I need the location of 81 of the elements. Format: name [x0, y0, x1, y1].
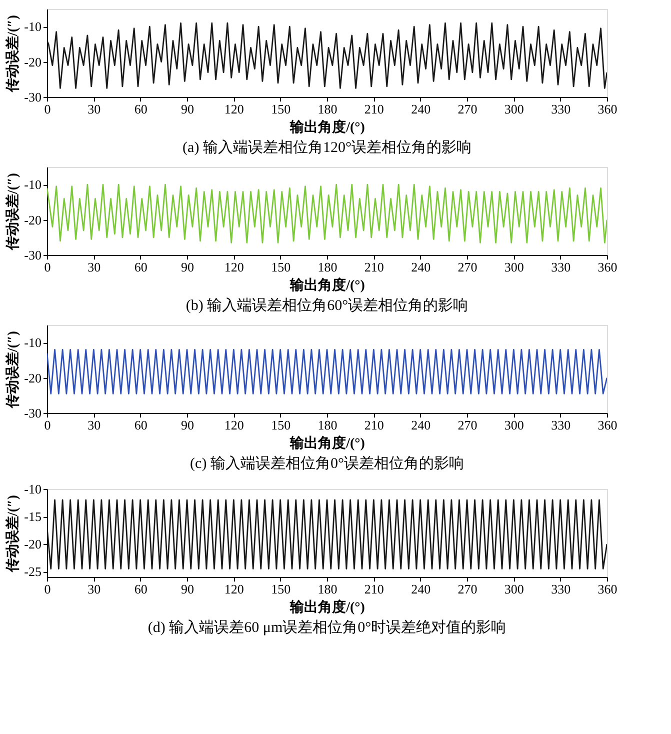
x-tick-label: 330 — [551, 418, 571, 432]
x-tick-label: 270 — [458, 418, 478, 432]
x-tick-label: 210 — [364, 102, 384, 116]
x-tick-label: 90 — [181, 102, 194, 116]
x-tick-label: 330 — [551, 582, 571, 596]
x-tick-label: 240 — [411, 260, 431, 274]
x-tick-label: 60 — [134, 418, 148, 432]
x-tick-label: 120 — [224, 418, 244, 432]
x-tick-label: 360 — [598, 260, 618, 274]
x-tick-label: 300 — [504, 260, 524, 274]
x-tick-label: 30 — [88, 102, 101, 116]
x-tick-label: 330 — [551, 102, 571, 116]
line-series — [47, 22, 607, 89]
y-tick-label: -20 — [24, 212, 42, 228]
line-series — [47, 348, 607, 394]
x-tick-label: 60 — [134, 260, 148, 274]
x-tick-label: 300 — [504, 418, 524, 432]
x-tick-label: 210 — [364, 582, 384, 596]
x-tick-label: 240 — [411, 582, 431, 596]
x-tick-label: 180 — [318, 260, 338, 274]
x-tick-label: 330 — [551, 260, 571, 274]
x-tick-label: 30 — [88, 260, 101, 274]
y-tick-label: -20 — [24, 54, 42, 70]
y-tick-label: -20 — [24, 536, 42, 552]
x-tick-label: 240 — [411, 418, 431, 432]
y-tick-label: -30 — [24, 406, 42, 420]
x-tick-label: 90 — [181, 418, 194, 432]
x-tick-label: 300 — [504, 582, 524, 596]
x-tick-label: 300 — [504, 102, 524, 116]
x-tick-label: 30 — [88, 418, 101, 432]
x-tick-label: 90 — [181, 582, 194, 596]
x-tick-label: 180 — [318, 582, 338, 596]
text: (b) 输入端误差相位角60°误差相位角的影响 — [186, 297, 468, 314]
line-series — [47, 184, 607, 244]
x-tick-label: 120 — [224, 582, 244, 596]
x-tick-label: 240 — [411, 102, 431, 116]
y-tick-label: -10 — [24, 335, 42, 350]
x-tick-label: 180 — [318, 102, 338, 116]
y-axis-title: 传动误差/(″) — [5, 14, 22, 93]
x-tick-label: 150 — [271, 260, 291, 274]
x-tick-label: 270 — [458, 260, 478, 274]
x-tick-label: 360 — [598, 582, 618, 596]
text: (a) 输入端误差相位角120°误差相位角的影响 — [182, 139, 472, 156]
x-tick-label: 270 — [458, 582, 478, 596]
x-tick-label: 210 — [364, 418, 384, 432]
x-axis-title: 输出角度/(°) — [289, 276, 366, 294]
y-axis-title: 传动误差/(″) — [5, 494, 22, 573]
x-tick-label: 120 — [224, 260, 244, 274]
line-series — [47, 499, 607, 570]
y-tick-label: -10 — [24, 19, 42, 34]
x-axis-title: 输出角度/(°) — [289, 598, 366, 616]
y-tick-label: -30 — [24, 90, 42, 104]
x-tick-label: 90 — [181, 260, 194, 274]
x-tick-label: 0 — [44, 418, 51, 432]
x-tick-label: 150 — [271, 582, 291, 596]
x-tick-label: 360 — [598, 418, 618, 432]
text: (c) 输入端误差相位角0°误差相位角的影响 — [190, 455, 464, 472]
x-tick-label: 360 — [598, 102, 618, 116]
y-tick-label: -10 — [24, 177, 42, 192]
x-axis-title: 输出角度/(°) — [289, 434, 366, 452]
y-axis-title: 传动误差/(″) — [5, 172, 22, 251]
x-tick-label: 60 — [134, 102, 148, 116]
y-tick-label: -20 — [24, 370, 42, 386]
x-tick-label: 180 — [318, 418, 338, 432]
x-tick-label: 150 — [271, 102, 291, 116]
y-tick-label: -25 — [24, 564, 42, 579]
x-tick-label: 0 — [44, 260, 51, 274]
x-axis-title: 输出角度/(°) — [289, 118, 366, 136]
x-tick-label: 0 — [44, 582, 51, 596]
x-tick-label: 210 — [364, 260, 384, 274]
x-tick-label: 120 — [224, 102, 244, 116]
x-tick-label: 60 — [134, 582, 148, 596]
x-tick-label: 0 — [44, 102, 51, 116]
x-tick-label: 150 — [271, 418, 291, 432]
x-tick-label: 30 — [88, 582, 101, 596]
y-tick-label: -10 — [24, 482, 42, 496]
text: (d) 输入端误差60 μm误差相位角0°时误差绝对值的影响 — [148, 619, 506, 636]
y-tick-label: -15 — [24, 509, 42, 524]
y-tick-label: -30 — [24, 248, 42, 262]
x-tick-label: 270 — [458, 102, 478, 116]
y-axis-title: 传动误差/(″) — [5, 330, 22, 409]
